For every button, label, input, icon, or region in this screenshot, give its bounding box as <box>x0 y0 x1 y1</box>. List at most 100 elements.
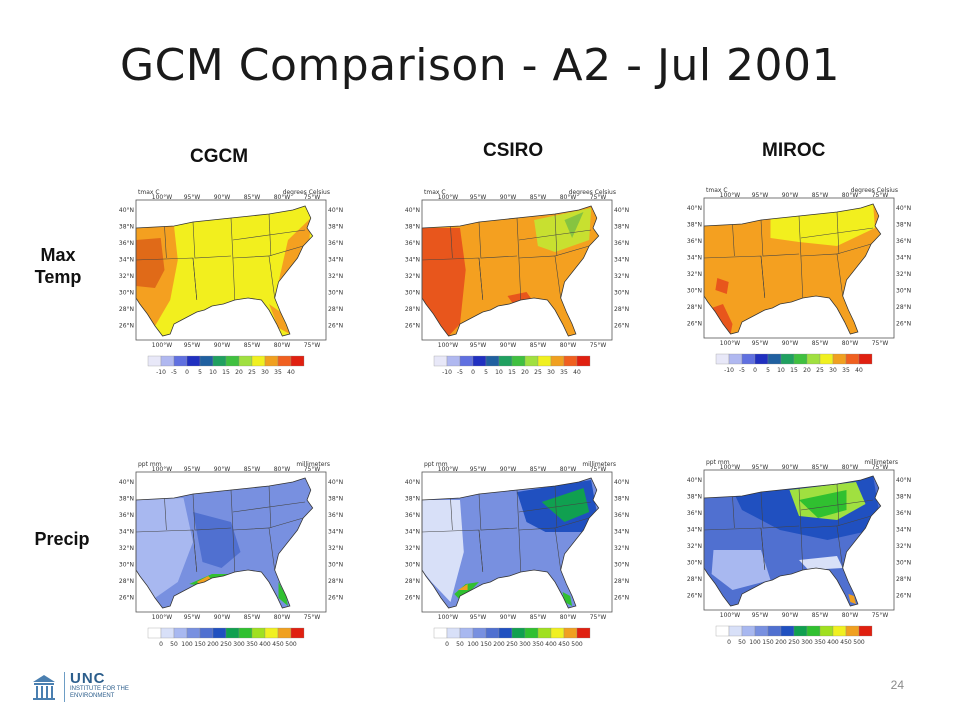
lat-tick-label: 38°N <box>896 494 911 501</box>
color-scale-swatch <box>524 355 539 367</box>
color-scale-swatch <box>498 627 513 639</box>
lat-tick-label: 34°N <box>119 529 134 536</box>
color-scale-swatch <box>173 627 188 639</box>
map-variable-label: tmax C <box>706 187 728 194</box>
color-scale-swatch <box>511 627 526 639</box>
lon-tick-label: 90°W <box>214 614 231 621</box>
lat-tick-label: 34°N <box>896 527 911 534</box>
lat-tick-label: 28°N <box>687 576 702 583</box>
map-panel-cgcm-temp: tmax C degrees Celsius 100°W 100°W 95°W 95°W 9… <box>112 186 344 386</box>
lat-tick-label: 36°N <box>405 512 420 519</box>
color-scale-swatch <box>472 627 487 639</box>
precip-map-svg: ppt mm millimeters 100°W 100°W 95°W 95°W 90°W 9… <box>119 461 343 648</box>
lat-tick-label: 30°N <box>405 562 420 569</box>
lon-tick-label: 80°W <box>842 340 859 347</box>
lat-tick-label: 34°N <box>405 529 420 536</box>
model-header-csiro: CSIRO <box>483 140 544 161</box>
lat-tick-label: 34°N <box>119 257 134 264</box>
color-scale-swatch <box>576 627 591 639</box>
color-scale-label: 50 <box>738 639 746 646</box>
lon-tick-label: 80°W <box>842 612 859 619</box>
color-scale-label: 5 <box>484 369 488 376</box>
color-scale-label: 35 <box>842 367 850 374</box>
lat-tick-label: 34°N <box>687 255 702 262</box>
lat-tick-label: 40°N <box>687 205 702 212</box>
lat-tick-label: 30°N <box>614 562 629 569</box>
color-scale-label: 50 <box>170 641 178 648</box>
color-scale-label: 100 <box>749 639 761 646</box>
color-scale-label: 500 <box>285 641 297 648</box>
map-field <box>135 205 314 337</box>
lat-tick-label: 38°N <box>328 224 343 231</box>
color-scale-label: 35 <box>560 369 568 376</box>
color-scale-label: 25 <box>534 369 542 376</box>
lon-tick-label: 85°W <box>530 342 547 349</box>
logo-subtext: INSTITUTE FOR THE ENVIRONMENT <box>70 686 129 699</box>
lat-tick-label: 38°N <box>119 496 134 503</box>
color-scale-label: 0 <box>471 369 475 376</box>
lat-tick-label: 32°N <box>119 273 134 280</box>
lon-tick-label: 85°W <box>812 340 829 347</box>
lon-tick-label: 95°W <box>752 464 769 471</box>
color-scale-label: 0 <box>445 641 449 648</box>
color-scale-swatch <box>433 627 448 639</box>
lon-tick-label: 100°W <box>438 342 458 349</box>
lat-tick-label: 26°N <box>687 593 702 600</box>
color-scale-label: 300 <box>233 641 245 648</box>
lat-tick-label: 38°N <box>614 496 629 503</box>
color-scale-swatch <box>563 355 578 367</box>
lon-tick-label: 75°W <box>590 466 607 473</box>
color-scale-label: 150 <box>480 641 492 648</box>
color-scale-swatch <box>212 627 227 639</box>
map-field <box>703 203 882 335</box>
lon-tick-label: 85°W <box>812 612 829 619</box>
color-scale-swatch <box>780 353 795 365</box>
lon-tick-label: 75°W <box>872 340 889 347</box>
color-scale-label: 100 <box>467 641 479 648</box>
map-field <box>421 205 600 337</box>
lon-tick-label: 85°W <box>530 194 547 201</box>
lat-tick-label: 40°N <box>896 477 911 484</box>
lon-tick-label: 75°W <box>590 342 607 349</box>
color-scale-swatch <box>780 625 795 637</box>
lon-tick-label: 100°W <box>438 466 458 473</box>
lon-tick-label: 80°W <box>274 342 291 349</box>
color-scale-label: 30 <box>261 369 269 376</box>
lon-tick-label: 85°W <box>244 466 261 473</box>
lat-tick-label: 32°N <box>405 545 420 552</box>
color-scale-label: 350 <box>246 641 258 648</box>
lat-tick-label: 38°N <box>328 496 343 503</box>
color-scale-swatch <box>858 353 873 365</box>
color-scale-swatch <box>754 353 769 365</box>
color-scale-swatch <box>550 627 565 639</box>
map-variable-label: ppt mm <box>706 459 730 466</box>
lat-tick-label: 36°N <box>614 512 629 519</box>
lon-tick-label: 90°W <box>500 466 517 473</box>
color-scale-swatch <box>459 355 474 367</box>
lon-tick-label: 95°W <box>184 342 201 349</box>
map-variable-label: ppt mm <box>138 461 162 468</box>
lon-tick-label: 85°W <box>812 464 829 471</box>
lat-tick-label: 28°N <box>896 576 911 583</box>
color-scale-label: 250 <box>506 641 518 648</box>
lat-tick-label: 34°N <box>328 529 343 536</box>
color-scale-swatch <box>199 627 214 639</box>
color-scale-label: 10 <box>209 369 217 376</box>
color-scale-swatch <box>524 627 539 639</box>
color-scale-label: 35 <box>274 369 282 376</box>
lat-tick-label: 26°N <box>687 321 702 328</box>
color-scale-swatch <box>728 353 743 365</box>
lon-tick-label: 85°W <box>812 192 829 199</box>
map-panel-csiro-precip: ppt mm millimeters 100°W 100°W 95°W 95°W 90°W 9… <box>398 458 630 658</box>
lat-tick-label: 32°N <box>896 271 911 278</box>
color-scale-swatch <box>741 625 756 637</box>
temp-map-svg: tmax C degrees Celsius 100°W 100°W 95°W 95°W 9… <box>687 187 911 374</box>
lon-tick-label: 100°W <box>152 342 172 349</box>
lat-tick-label: 30°N <box>119 290 134 297</box>
color-scale-swatch <box>754 625 769 637</box>
lon-tick-label: 75°W <box>872 192 889 199</box>
lat-tick-label: 28°N <box>687 304 702 311</box>
color-scale-label: -10 <box>442 369 452 376</box>
color-scale-swatch <box>264 355 279 367</box>
lat-tick-label: 40°N <box>119 207 134 214</box>
